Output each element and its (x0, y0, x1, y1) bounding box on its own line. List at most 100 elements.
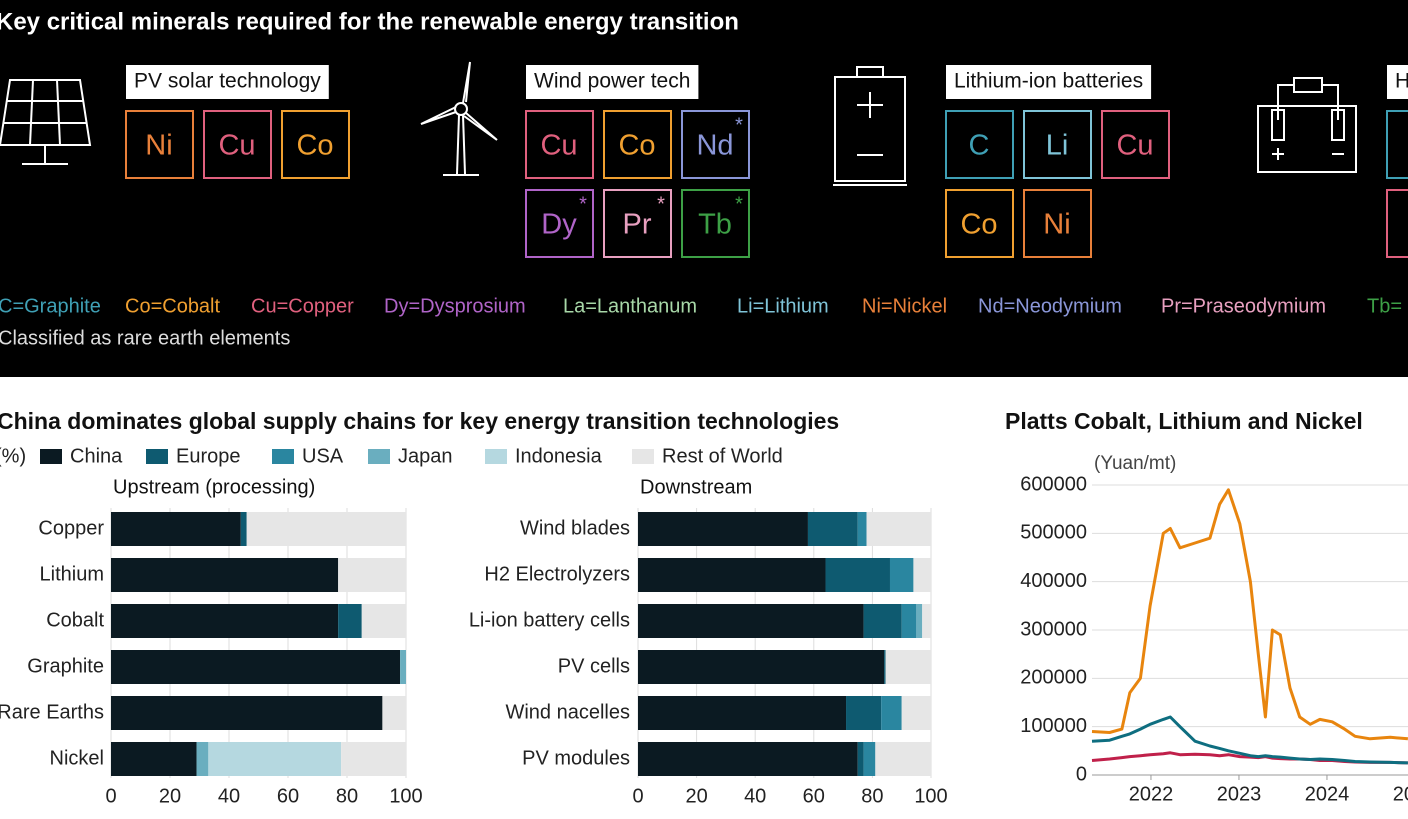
key-item: Co=Cobalt (125, 295, 221, 317)
element-box (603, 189, 672, 258)
element-symbol: Ni (145, 130, 172, 162)
key-item: Ni=Nickel (862, 295, 947, 317)
panel-subtitle: Downstream (640, 476, 752, 498)
bar-segment (382, 696, 406, 730)
key-item: Pr=Praseodymium (1161, 295, 1326, 317)
legend-swatch (368, 449, 390, 464)
bar-segment (638, 742, 858, 776)
header-title: Key critical minerals required for the r… (0, 8, 739, 35)
legend-label: USA (302, 445, 344, 467)
category-label: Graphite (27, 655, 104, 677)
panel-subtitle: Upstream (processing) (113, 476, 315, 498)
element-symbol: Co (960, 209, 997, 241)
y-tick-label: 100000 (1020, 715, 1087, 737)
key-item: Li=Lithium (737, 295, 829, 317)
legend-unit: (%) (0, 445, 26, 467)
element-box (603, 110, 672, 179)
group-label: Lithium-ion batteries (954, 70, 1143, 93)
group-label-bg (1387, 65, 1408, 99)
group-label: Wind power tech (534, 70, 690, 93)
key-item: Cu=Copper (251, 295, 354, 317)
y-tick-label: 600000 (1020, 473, 1087, 495)
x-tick-label: 80 (861, 785, 883, 807)
cropped-box (1386, 189, 1408, 258)
group-label: H (1395, 70, 1408, 93)
bar-segment (338, 558, 406, 592)
key-item: C=Graphite (0, 295, 101, 317)
bar-segment (913, 558, 931, 592)
legend-swatch (272, 449, 294, 464)
bar-segment (901, 604, 917, 638)
bar-segment (196, 742, 209, 776)
bar-segment (866, 512, 931, 546)
y-tick-label: 200000 (1020, 667, 1087, 689)
x-tick-label: 2023 (1217, 783, 1262, 805)
bar-segment (857, 742, 864, 776)
category-label: Wind nacelles (505, 701, 630, 723)
element-symbol: Cu (540, 130, 577, 162)
element-star: * (735, 114, 743, 136)
y-tick-label: 300000 (1020, 618, 1087, 640)
x-tick-label: 20 (685, 785, 707, 807)
x-tick-label: 40 (744, 785, 766, 807)
y-tick-label: 500000 (1020, 522, 1087, 544)
bar-segment (338, 604, 362, 638)
element-symbol: Li (1046, 130, 1069, 162)
element-symbol: Co (618, 130, 655, 162)
key-item: La=Lanthanum (563, 295, 697, 317)
element-box (281, 110, 350, 179)
category-label: PV modules (522, 747, 630, 769)
bar-segment (884, 650, 886, 684)
x-tick-label: 0 (105, 785, 116, 807)
electrolyzer-icon (1257, 77, 1357, 173)
legend-label: Japan (398, 445, 453, 467)
category-label: Lithium (40, 563, 104, 585)
element-symbol: Pr (623, 209, 652, 241)
category-label: H2 Electrolyzers (484, 563, 630, 585)
element-box (1023, 110, 1092, 179)
bar-segment (361, 604, 406, 638)
x-tick-label: 40 (218, 785, 240, 807)
price-line (1091, 488, 1408, 741)
header-panel (0, 0, 1408, 377)
bar-segment (240, 512, 247, 546)
element-box (525, 189, 594, 258)
price-line (1091, 715, 1408, 765)
bar-segment (111, 604, 339, 638)
element-box (945, 110, 1014, 179)
element-symbol: Cu (1116, 130, 1153, 162)
turbine-icon (420, 61, 498, 176)
element-box (203, 110, 272, 179)
legend-swatch (40, 449, 62, 464)
bar-segment (857, 512, 867, 546)
element-symbol: Nd (696, 130, 733, 162)
bar-segment (111, 512, 241, 546)
category-label: Wind blades (520, 517, 630, 539)
footnote: Classified as rare earth elements (0, 327, 290, 349)
legend-swatch (146, 449, 168, 464)
x-tick-label: 2024 (1305, 783, 1350, 805)
bar-segment (246, 512, 406, 546)
element-symbol: C (969, 130, 990, 162)
element-box (1023, 189, 1092, 258)
element-box (525, 110, 594, 179)
element-star: * (735, 193, 743, 215)
bar-segment (111, 696, 383, 730)
bar-segment (863, 742, 876, 776)
element-symbol: Tb (698, 209, 732, 241)
y-tick-label: 400000 (1020, 570, 1087, 592)
bar-segment (111, 558, 339, 592)
element-star: * (579, 193, 587, 215)
x-tick-label: 100 (914, 785, 947, 807)
bar-segment (889, 558, 914, 592)
bar-segment (875, 742, 931, 776)
key-item: Nd=Neodymium (978, 295, 1122, 317)
bar-segment (111, 650, 401, 684)
bar-segment (111, 742, 197, 776)
bar-segment (901, 696, 931, 730)
group-label-bg (126, 65, 329, 99)
group-label-bg (946, 65, 1152, 99)
bar-segment (807, 512, 858, 546)
